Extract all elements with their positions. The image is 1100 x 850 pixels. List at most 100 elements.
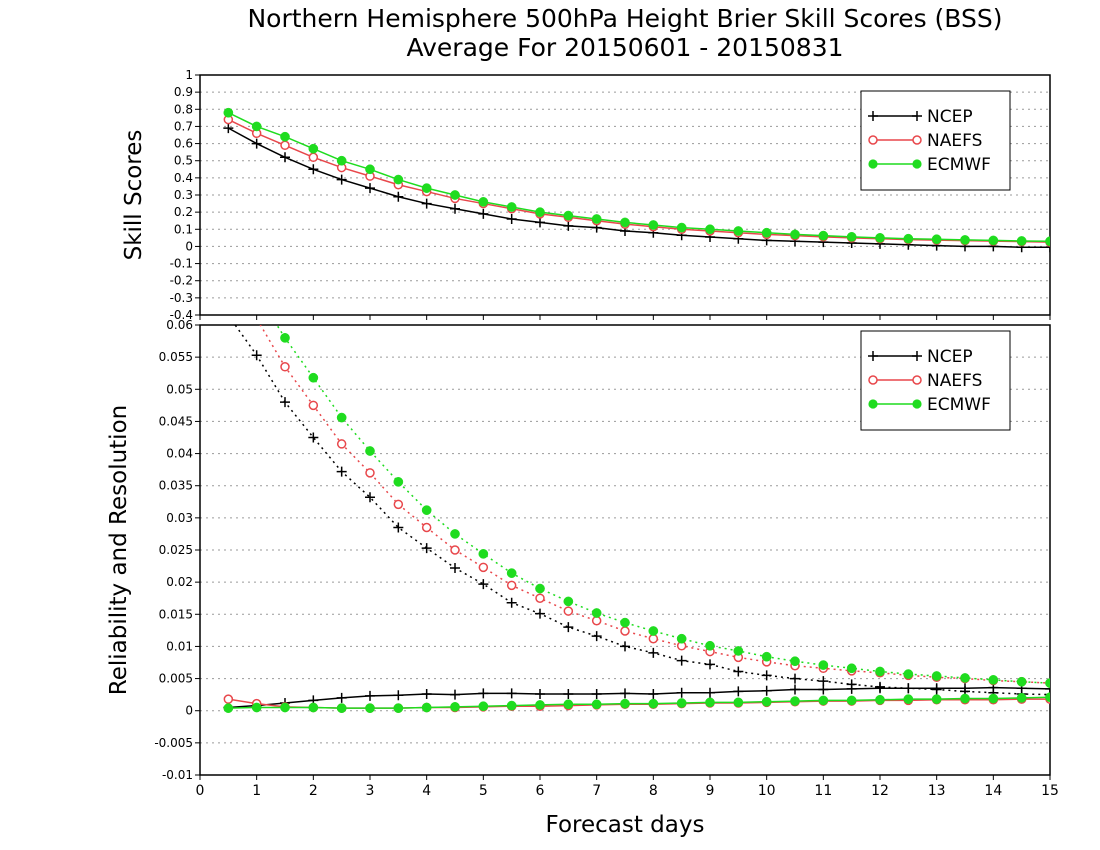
relres-naefs-resolution-point	[648, 633, 659, 644]
skill-legend-box	[860, 90, 1011, 191]
skill-ecmwf-point	[818, 230, 829, 241]
skill-legend-ncep-swatch-marker	[868, 111, 878, 121]
x-tick-label: 0	[196, 783, 205, 799]
relres-ecmwf-resolution-point	[336, 412, 347, 423]
relres-y-tick-label: 0.035	[159, 479, 193, 493]
relres-ecmwf-reliability-point	[648, 698, 659, 709]
relres-ecmwf-reliability-point	[308, 702, 319, 713]
skill-ncep-point	[450, 203, 460, 214]
relres-naefs-resolution-point	[224, 270, 232, 278]
skill-legend-naefs-swatch-marker	[868, 135, 878, 145]
relres-ecmwf-resolution-point	[960, 673, 970, 683]
relres-y-tick-label: 0.04	[166, 447, 193, 461]
relres-ncep-resolution-point	[251, 350, 262, 361]
relres-ecmwf-reliability-point	[705, 697, 715, 708]
relres-y-tick-label: -0.005	[154, 736, 193, 750]
relres-ncep-resolution-point	[591, 631, 602, 642]
relres-ecmwf-resolution-point	[365, 446, 375, 456]
relres-legend-naefs-swatch-marker	[912, 375, 922, 385]
skill-y-tick-label: 0.5	[174, 154, 193, 168]
skill-ecmwf-point	[931, 234, 942, 245]
skill-legend-ecmwf-label: ECMWF	[927, 155, 991, 175]
skill-y-tick-label: -0.1	[170, 257, 193, 271]
skill-ecmwf-point	[535, 207, 545, 217]
relres-ncep-reliability-point	[393, 690, 404, 701]
skill-ncep-point	[251, 138, 262, 149]
relres-ncep-reliability-point	[790, 684, 800, 695]
relres-naefs-resolution-point	[393, 499, 404, 510]
relres-ncep-resolution-point	[733, 666, 744, 677]
relres-ncep-resolution-point	[790, 673, 800, 684]
x-tick-label: 1	[252, 783, 261, 799]
relres-ecmwf-resolution-point	[875, 666, 885, 677]
relres-ncep-resolution-point	[705, 659, 715, 670]
relres-ecmwf-resolution-point	[818, 660, 829, 670]
relres-ecmwf-resolution-point	[676, 633, 687, 644]
relres-ecmwf-reliability-point	[223, 703, 234, 713]
relres-y-tick-label: 0.06	[166, 318, 193, 332]
x-tick-label: 4	[422, 783, 431, 799]
skill-ecmwf-point	[421, 183, 432, 193]
skill-ecmwf-point	[478, 197, 489, 207]
skill-ecmwf-point	[1016, 236, 1027, 246]
relres-ncep-reliability-point	[478, 688, 489, 699]
skill-ecmwf-point	[336, 155, 347, 166]
relres-ncep-reliability-point	[733, 686, 744, 697]
relres-legend-ecmwf-swatch-marker	[868, 399, 878, 409]
skill-ecmwf-point	[960, 235, 970, 245]
skill-ecmwf-point	[308, 143, 319, 154]
relres-ecmwf-resolution-line	[276, 325, 1050, 684]
skill-y-tick-label: 0.4	[174, 171, 193, 185]
relres-ncep-resolution-point	[280, 397, 290, 408]
relres-y-tick-label: 0.02	[166, 575, 193, 589]
relres-ncep-resolution-point	[450, 563, 460, 573]
relres-ncep-reliability-point	[761, 685, 772, 696]
skill-scores-axis-label: Skill Scores	[121, 130, 147, 261]
chart-title: Northern Hemisphere 500hPa Height Brier …	[247, 4, 1002, 33]
skill-y-tick-label: -0.2	[170, 274, 193, 288]
skill-ecmwf-point	[251, 121, 262, 132]
x-tick-label: 13	[928, 783, 946, 799]
relres-ecmwf-reliability-point	[846, 695, 857, 706]
x-tick-label: 10	[758, 783, 776, 799]
relres-ecmwf-reliability-point	[535, 700, 545, 710]
relres-ncep-resolution-point	[365, 492, 375, 503]
skill-legend-ecmwf-swatch-marker	[912, 159, 922, 169]
skill-ncep-point	[336, 174, 347, 185]
skill-ncep-point	[365, 183, 375, 194]
relres-legend-ncep-swatch-marker	[868, 351, 878, 361]
relres-ecmwf-reliability-point	[421, 702, 432, 713]
skill-ecmwf-point	[705, 224, 715, 235]
relres-ncep-reliability-point	[506, 688, 517, 699]
relres-ecmwf-resolution-point	[931, 671, 942, 681]
relres-naefs-resolution-point	[365, 468, 375, 478]
skill-y-tick-label: 0.1	[174, 222, 193, 236]
relres-ncep-resolution-point	[535, 608, 545, 619]
skill-y-tick-label: 0.2	[174, 205, 193, 219]
skill-ecmwf-point	[790, 229, 800, 240]
skill-ncep-point	[280, 152, 290, 163]
relres-legend-ecmwf-swatch-marker	[912, 399, 922, 409]
skill-ecmwf-point	[988, 235, 999, 246]
relres-ncep-reliability-point	[365, 690, 375, 701]
relres-legend-naefs-label: NAEFS	[927, 371, 982, 391]
relres-ncep-resolution-point	[336, 466, 347, 477]
relres-ncep-reliability-point	[875, 683, 885, 694]
relres-ncep-resolution-point	[818, 676, 829, 687]
skill-ecmwf-point	[733, 226, 744, 236]
relres-ecmwf-reliability-point	[1016, 693, 1027, 703]
x-axis-label: Forecast days	[546, 812, 705, 838]
relres-ecmwf-resolution-point	[903, 669, 914, 679]
relres-ecmwf-reliability-point	[761, 696, 772, 707]
relres-ecmwf-resolution-point	[252, 288, 261, 297]
skill-y-tick-label: 0.3	[174, 188, 193, 202]
skill-naefs-point	[308, 152, 319, 163]
relres-ecmwf-resolution-point	[988, 675, 999, 685]
skill-plot-frame	[199, 74, 1051, 316]
skill-ecmwf-point	[393, 174, 404, 185]
relres-y-tick-label: 0.025	[159, 543, 193, 557]
relres-legend-naefs-swatch-marker	[868, 375, 878, 385]
relres-ecmwf-reliability-point	[988, 693, 999, 704]
skill-scores-panel: -0.4 -0.3 -0.2 -0.1 0 0.1 0.2 0.3 0.4 0.5 0.6 0.7 0.…	[170, 68, 1051, 322]
relres-naefs-resolution-point	[421, 522, 432, 533]
